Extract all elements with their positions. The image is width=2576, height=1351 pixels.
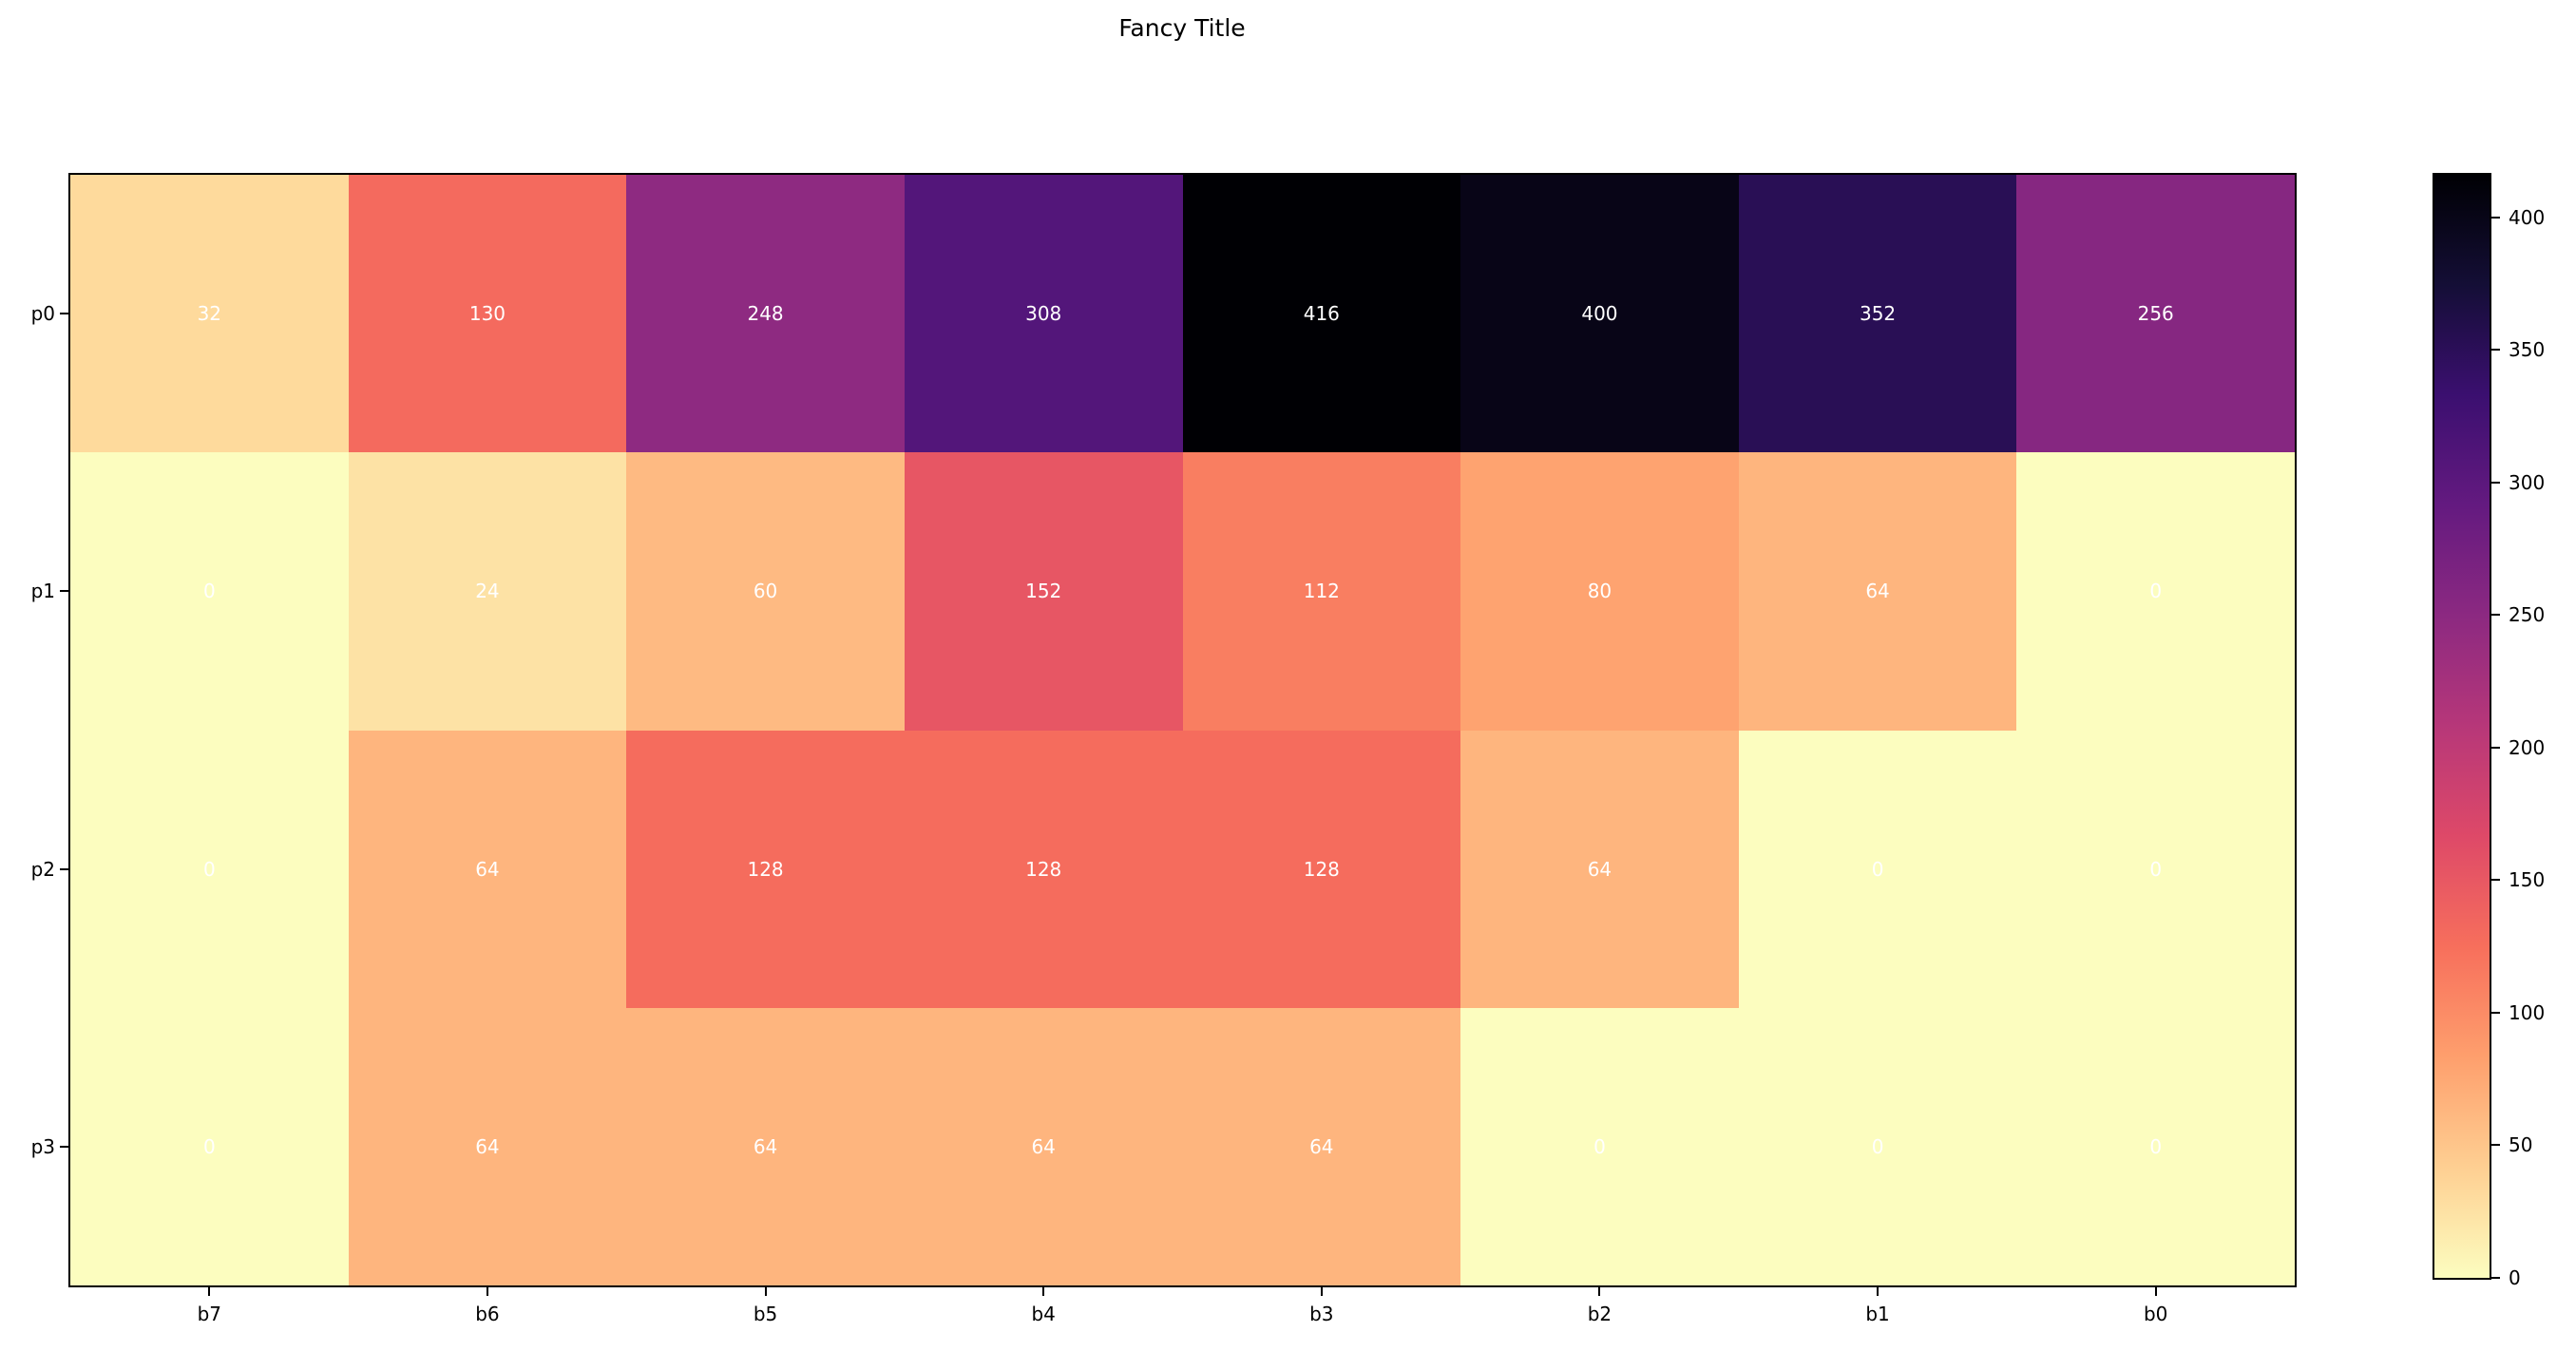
heatmap-cell-p3-b3: 64 [1182, 1007, 1461, 1285]
x-tick-label-b1: b1 [1865, 1303, 1890, 1325]
heatmap-cell-p2-b0: 0 [2016, 730, 2295, 1008]
heatmap-cell-p0-b5: 248 [626, 175, 905, 453]
x-tick-mark-b0 [2154, 1287, 2157, 1296]
colorbar-tick-mark-300 [2491, 481, 2500, 484]
colorbar-tick-label-100: 100 [2509, 1000, 2546, 1024]
colorbar-tick-label-0: 0 [2509, 1266, 2521, 1289]
y-tick-mark-p1 [60, 590, 68, 593]
y-tick-label-p2: p2 [30, 857, 55, 881]
heatmap-cell-p2-b4: 128 [904, 730, 1183, 1008]
heatmap-cell-p3-b5: 64 [626, 1007, 905, 1285]
heatmap-cell-p0-b3: 416 [1182, 175, 1461, 453]
heatmap-cell-p3-b6: 64 [348, 1007, 627, 1285]
y-tick-mark-p0 [60, 313, 68, 315]
colorbar-tick-mark-50 [2491, 1144, 2500, 1147]
heatmap-cell-p0-b1: 352 [1738, 175, 2017, 453]
x-tick-label-b6: b6 [475, 1303, 500, 1325]
colorbar-tick-label-350: 350 [2509, 338, 2546, 362]
colorbar-tick-label-150: 150 [2509, 868, 2546, 892]
heatmap-cell-p1-b5: 60 [626, 452, 905, 731]
heatmap-cell-p2-b1: 0 [1738, 730, 2017, 1008]
colorbar-tick-mark-0 [2491, 1277, 2500, 1279]
x-tick-mark-b5 [764, 1287, 767, 1296]
heatmap-cell-p0-b0: 256 [2016, 175, 2295, 453]
x-tick-mark-b4 [1042, 1287, 1045, 1296]
heatmap-axes: 32 130 248 308 416 400 352 256 0 24 60 152 112 80 64 0 0… [68, 173, 2297, 1287]
y-tick-mark-p3 [60, 1145, 68, 1148]
x-tick-label-b3: b3 [1309, 1303, 1334, 1325]
heatmap-cell-p1-b3: 112 [1182, 452, 1461, 731]
x-tick-mark-b6 [486, 1287, 488, 1296]
x-tick-label-b0: b0 [2143, 1303, 2168, 1325]
x-tick-label-b2: b2 [1587, 1303, 1612, 1325]
x-tick-mark-b3 [1320, 1287, 1323, 1296]
y-tick-label-p3: p3 [30, 1134, 55, 1158]
x-tick-mark-b1 [1877, 1287, 1880, 1296]
heatmap-cell-p1-b7: 0 [70, 452, 349, 731]
heatmap-cell-p1-b1: 64 [1738, 452, 2017, 731]
heatmap-cell-p2-b6: 64 [348, 730, 627, 1008]
x-tick-mark-b7 [208, 1287, 211, 1296]
colorbar-tick-mark-150 [2491, 879, 2500, 882]
colorbar-tick-label-200: 200 [2509, 735, 2546, 759]
heatmap-cell-p3-b2: 0 [1460, 1007, 1739, 1285]
heatmap-cell-p3-b0: 0 [2016, 1007, 2295, 1285]
heatmap-cell-p1-b4: 152 [904, 452, 1183, 731]
heatmap-cell-p3-b1: 0 [1738, 1007, 2017, 1285]
heatmap-cell-p2-b5: 128 [626, 730, 905, 1008]
colorbar-tick-mark-350 [2491, 349, 2500, 352]
colorbar-tick-mark-100 [2491, 1011, 2500, 1014]
x-tick-label-b7: b7 [197, 1303, 222, 1325]
colorbar-tick-mark-200 [2491, 746, 2500, 749]
heatmap-cell-p3-b4: 64 [904, 1007, 1183, 1285]
y-tick-label-p1: p1 [30, 580, 55, 603]
heatmap-cell-p0-b6: 130 [348, 175, 627, 453]
heatmap-cell-p3-b7: 0 [70, 1007, 349, 1285]
heatmap-cell-p0-b4: 308 [904, 175, 1183, 453]
x-tick-label-b5: b5 [753, 1303, 778, 1325]
heatmap-cell-p2-b2: 64 [1460, 730, 1739, 1008]
heatmap-cell-p2-b3: 128 [1182, 730, 1461, 1008]
x-tick-label-b4: b4 [1031, 1303, 1056, 1325]
heatmap-cell-p0-b2: 400 [1460, 175, 1739, 453]
colorbar-tick-mark-250 [2491, 614, 2500, 617]
y-tick-label-p0: p0 [30, 302, 55, 326]
heatmap-cell-p0-b7: 32 [70, 175, 349, 453]
heatmap-cell-p1-b6: 24 [348, 452, 627, 731]
colorbar-tick-label-400: 400 [2509, 205, 2546, 229]
heatmap-cell-p1-b0: 0 [2016, 452, 2295, 731]
heatmap-cell-p2-b7: 0 [70, 730, 349, 1008]
colorbar [2433, 173, 2491, 1280]
heatmap-cell-p1-b2: 80 [1460, 452, 1739, 731]
y-tick-mark-p2 [60, 867, 68, 870]
colorbar-tick-mark-400 [2491, 216, 2500, 219]
chart-title: Fancy Title [1118, 14, 1246, 42]
colorbar-tick-label-250: 250 [2509, 603, 2546, 627]
colorbar-tick-label-50: 50 [2509, 1133, 2533, 1157]
x-tick-mark-b2 [1598, 1287, 1601, 1296]
colorbar-tick-label-300: 300 [2509, 470, 2546, 494]
